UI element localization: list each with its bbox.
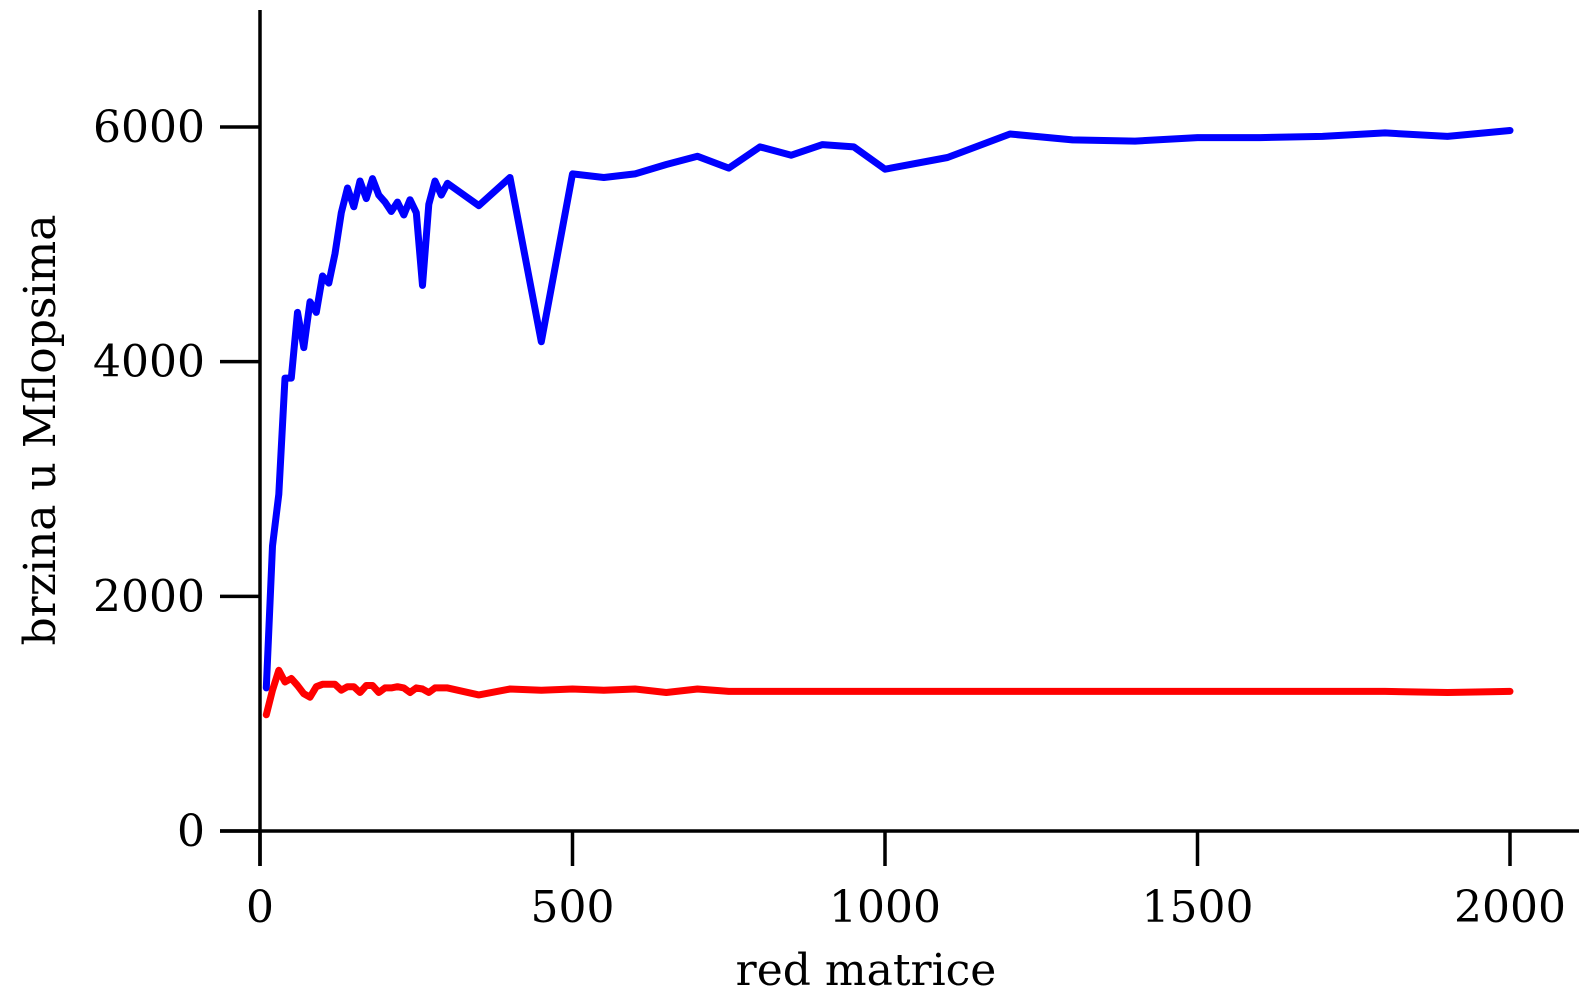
y-tick-label: 6000 bbox=[93, 102, 205, 153]
y-tick-label: 4000 bbox=[93, 337, 205, 388]
ticks: 0 500 1000 1500 2000 0 2000 4000 6000 bbox=[93, 102, 1566, 933]
series-line-1 bbox=[262, 127, 1514, 692]
x-tick-label: 2000 bbox=[1454, 882, 1566, 933]
series-group bbox=[262, 127, 1514, 719]
series-line-2 bbox=[262, 666, 1514, 719]
y-axis-title: brzina u Mflopsima bbox=[15, 215, 66, 646]
x-axis-title: red matrice bbox=[736, 945, 997, 996]
x-tick-label: 1500 bbox=[1142, 882, 1254, 933]
x-tick-label: 500 bbox=[531, 882, 615, 933]
y-tick-label: 2000 bbox=[93, 571, 205, 622]
x-tick-label: 1000 bbox=[829, 882, 941, 933]
axes bbox=[220, 10, 1579, 866]
y-tick-label: 0 bbox=[177, 806, 205, 857]
x-tick-label: 0 bbox=[246, 882, 274, 933]
